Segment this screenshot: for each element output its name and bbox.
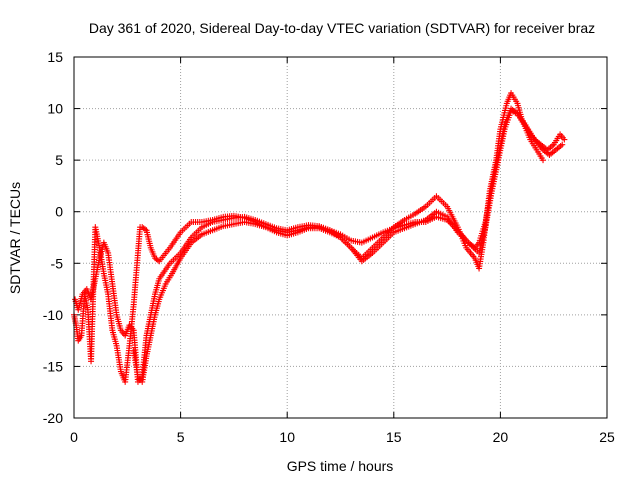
x-tick-label: 20 xyxy=(493,429,509,445)
y-tick-label: -10 xyxy=(43,307,63,323)
y-tick-label: -15 xyxy=(43,358,63,374)
data-point xyxy=(142,226,149,233)
data-point xyxy=(559,141,566,148)
y-tick-label: 15 xyxy=(47,49,63,65)
x-axis-label: GPS time / hours xyxy=(287,458,394,474)
y-tick-label: 0 xyxy=(55,204,63,220)
y-tick-label: -5 xyxy=(51,255,64,271)
x-tick-label: 5 xyxy=(177,429,185,445)
data-point xyxy=(154,257,161,264)
x-tick-label: 15 xyxy=(386,429,402,445)
x-tick-label: 0 xyxy=(70,429,78,445)
y-axis-label: SDTVAR / TECUs xyxy=(7,182,23,294)
x-tick-label: 10 xyxy=(279,429,295,445)
x-tick-label: 25 xyxy=(599,429,615,445)
y-tick-label: -20 xyxy=(43,410,63,426)
data-points xyxy=(71,90,568,385)
series-track-c xyxy=(130,105,547,385)
axis-ticks: 0 5 10 15 20 25 -20 -15 -10 -5 0 5 10 15 xyxy=(43,49,615,445)
data-point xyxy=(561,136,568,143)
plot-frame xyxy=(73,56,608,419)
y-tick-label: 10 xyxy=(47,101,63,117)
chart-title: Day 361 of 2020, Sidereal Day-to-day VTE… xyxy=(89,20,595,36)
data-point xyxy=(540,157,547,164)
y-tick-label: 5 xyxy=(55,152,63,168)
